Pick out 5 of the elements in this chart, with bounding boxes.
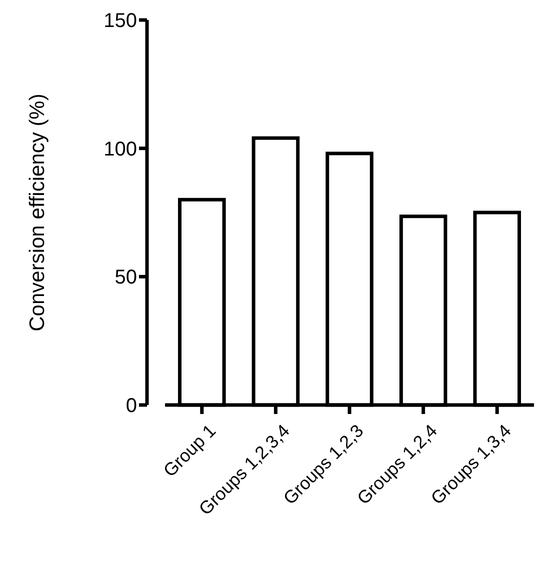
y-axis-title: Conversion efficiency (%) <box>26 94 49 332</box>
y-tick-label: 0 <box>126 395 137 417</box>
y-tick-label: 50 <box>114 266 137 289</box>
y-tick-label: 100 <box>104 138 137 160</box>
y-tick-label: 150 <box>104 10 137 32</box>
